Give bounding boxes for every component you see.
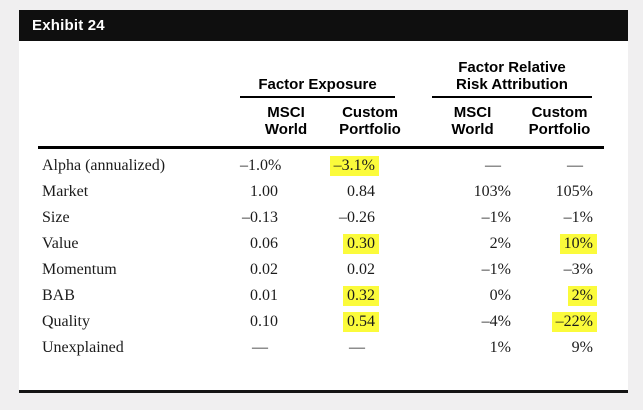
fe-custom-value: 0.84 xyxy=(347,183,375,200)
table-row: Market 1.00 0.84 103% 105% xyxy=(38,179,604,205)
fe-msci-value: –1.0% xyxy=(240,157,282,174)
factor-label: Market xyxy=(42,183,89,200)
fe-msci-value: 1.00 xyxy=(250,183,278,200)
rra-custom-value: 2% xyxy=(525,283,604,309)
rra-custom-value: –22% xyxy=(525,309,604,335)
fe-custom-value: 0.02 xyxy=(347,261,375,278)
rra-msci-value: –1% xyxy=(481,261,511,278)
group-header-label: Factor Exposure xyxy=(258,76,377,93)
rra-msci-value: 0% xyxy=(489,287,511,304)
rra-custom-value: 9% xyxy=(571,339,593,356)
group-header-risk-attribution: Factor Relative Risk Attribution xyxy=(420,51,604,98)
fe-msci-value: 0.10 xyxy=(250,313,278,330)
rra-msci-value: 1% xyxy=(489,339,511,356)
col-header-fe-custom-portfolio: Custom Portfolio xyxy=(320,98,420,149)
table-body: Alpha (annualized) –1.0% –3.1% — — Marke… xyxy=(38,148,604,362)
table-row: Size –0.13 –0.26 –1% –1% xyxy=(38,205,604,231)
rra-custom-value: — xyxy=(567,157,583,174)
factor-label: Value xyxy=(42,235,79,252)
table-row: Momentum 0.02 0.02 –1% –3% xyxy=(38,257,604,283)
exhibit-title: Exhibit 24 xyxy=(32,17,105,34)
factor-label: Quality xyxy=(42,313,90,330)
exhibit-header-bar: Exhibit 24 xyxy=(19,10,628,41)
table-row: Quality 0.10 0.54 –4% –22% xyxy=(38,309,604,335)
group-header-spacer xyxy=(38,51,240,98)
group-header-label-line2: Risk Attribution xyxy=(456,76,568,93)
document-page: Exhibit 24 Factor Exposure Factor Relati… xyxy=(19,10,628,393)
fe-msci-value: 0.01 xyxy=(250,287,278,304)
rra-custom-value: 105% xyxy=(555,183,593,200)
table-row: Value 0.06 0.30 2% 10% xyxy=(38,231,604,257)
rra-msci-value: 2% xyxy=(489,235,511,252)
fe-custom-value: 0.30 xyxy=(320,231,420,257)
rra-custom-value: –3% xyxy=(563,261,593,278)
factor-label: BAB xyxy=(42,287,75,304)
factor-label: Momentum xyxy=(42,261,117,278)
factor-label: Unexplained xyxy=(42,339,124,356)
column-header-spacer xyxy=(38,98,240,149)
fe-custom-value: 0.32 xyxy=(320,283,420,309)
fe-custom-value: –0.26 xyxy=(339,209,375,226)
table-row: Unexplained — — 1% 9% xyxy=(38,335,604,361)
factor-label: Alpha (annualized) xyxy=(42,157,166,174)
fe-msci-value: 0.02 xyxy=(250,261,278,278)
fe-msci-value: 0.06 xyxy=(250,235,278,252)
column-header-row: MSCI World Custom Portfolio MSCI World C… xyxy=(38,98,604,149)
rra-custom-value: 10% xyxy=(525,231,604,257)
rra-custom-value: –1% xyxy=(563,209,593,226)
rra-msci-value: –4% xyxy=(481,313,511,330)
group-header-factor-exposure: Factor Exposure xyxy=(240,51,420,98)
group-header-label-line1: Factor Relative xyxy=(458,59,566,76)
col-header-rra-custom-portfolio: Custom Portfolio xyxy=(525,98,604,149)
fe-msci-value: — xyxy=(252,339,268,356)
col-header-fe-msci-world: MSCI World xyxy=(240,98,320,149)
rra-msci-value: — xyxy=(485,157,501,174)
fe-custom-value: –3.1% xyxy=(320,148,420,180)
factor-label: Size xyxy=(42,209,70,226)
fe-msci-value: –0.13 xyxy=(242,209,278,226)
fe-custom-value: — xyxy=(349,339,365,356)
group-header-row: Factor Exposure Factor Relative Risk Att… xyxy=(38,51,604,98)
table-row: Alpha (annualized) –1.0% –3.1% — — xyxy=(38,148,604,180)
rra-msci-value: 103% xyxy=(473,183,511,200)
factor-table: Factor Exposure Factor Relative Risk Att… xyxy=(38,51,604,361)
fe-custom-value: 0.54 xyxy=(320,309,420,335)
col-header-rra-msci-world: MSCI World xyxy=(420,98,525,149)
table-row: BAB 0.01 0.32 0% 2% xyxy=(38,283,604,309)
rra-msci-value: –1% xyxy=(481,209,511,226)
